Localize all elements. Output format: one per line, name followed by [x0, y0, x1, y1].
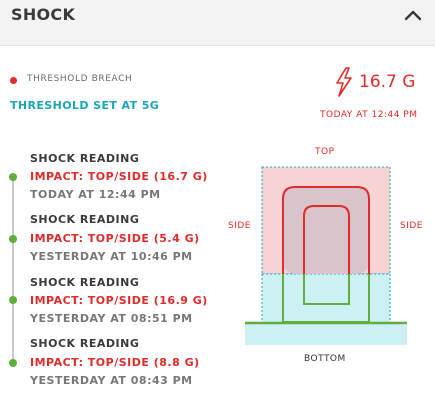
reading-title: SHOCK READING: [30, 152, 140, 165]
breach-label: THRESHOLD BREACH: [27, 74, 133, 84]
device-outer-outline: [282, 186, 370, 274]
reading-time: YESTERDAY AT 08:43 PM: [30, 374, 193, 387]
section-header[interactable]: SHOCK: [0, 0, 435, 46]
timeline-dot: [9, 235, 17, 243]
section-title: SHOCK: [11, 5, 76, 24]
reading-impact: IMPACT: TOP/SIDE (16.7 G): [30, 170, 208, 183]
reading-title: SHOCK READING: [30, 276, 140, 289]
reading-time: YESTERDAY AT 08:51 PM: [30, 312, 193, 325]
timeline-dot: [9, 296, 17, 304]
device-inner-base: [303, 274, 350, 305]
side-right-label: SIDE: [400, 221, 423, 231]
device-body-shade: [283, 187, 369, 274]
breach-status-dot: [10, 77, 17, 84]
side-left-label: SIDE: [228, 221, 251, 231]
reading-impact: IMPACT: TOP/SIDE (8.8 G): [30, 356, 200, 369]
bottom-label: BOTTOM: [304, 354, 346, 364]
bottom-zone: [261, 273, 391, 324]
reading-impact: IMPACT: TOP/SIDE (16.9 G): [30, 294, 208, 307]
reading-title: SHOCK READING: [30, 337, 140, 350]
threshold-setting: THRESHOLD SET AT 5G: [10, 99, 160, 112]
chevron-up-icon[interactable]: [402, 6, 424, 24]
reading-time: TODAY AT 12:44 PM: [30, 188, 161, 201]
impact-diagram-graphic: [245, 166, 407, 345]
timeline-dot: [9, 173, 17, 181]
impact-diagram: TOP SIDE SIDE BOTTOM: [220, 140, 423, 375]
floor-zone: [245, 323, 407, 345]
device-inner-outline: [303, 205, 350, 274]
reading-impact: IMPACT: TOP/SIDE (5.4 G): [30, 232, 200, 245]
peak-shock-value: 16.7 G: [359, 72, 416, 92]
timeline-dot: [9, 359, 17, 367]
timeline-line: [12, 178, 14, 363]
peak-shock-time: TODAY AT 12:44 PM: [320, 110, 418, 120]
top-label: TOP: [315, 147, 335, 157]
reading-title: SHOCK READING: [30, 213, 140, 226]
reading-time: YESTERDAY AT 10:46 PM: [30, 250, 193, 263]
lightning-bolt-icon: [333, 66, 355, 98]
